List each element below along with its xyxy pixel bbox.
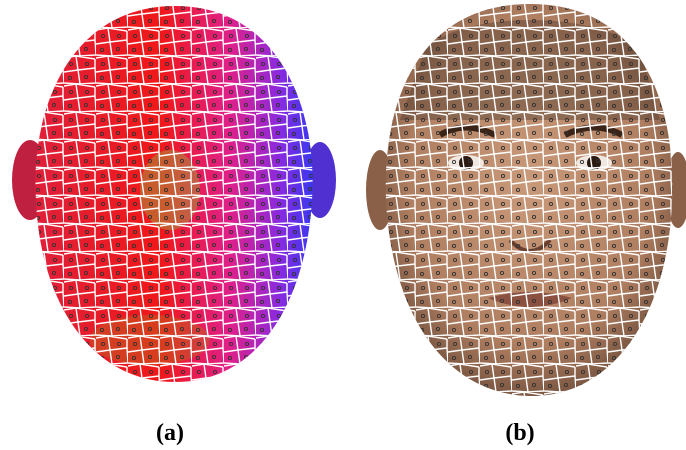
page: (a) (b) (() => { const data = JSON.parse…	[0, 0, 686, 450]
panel-label: (b)	[505, 420, 534, 446]
figure: (a) (b)	[0, 0, 686, 450]
panel-label: (a)	[156, 420, 184, 446]
panel-a	[0, 0, 350, 400]
panel-b	[366, 0, 686, 400]
